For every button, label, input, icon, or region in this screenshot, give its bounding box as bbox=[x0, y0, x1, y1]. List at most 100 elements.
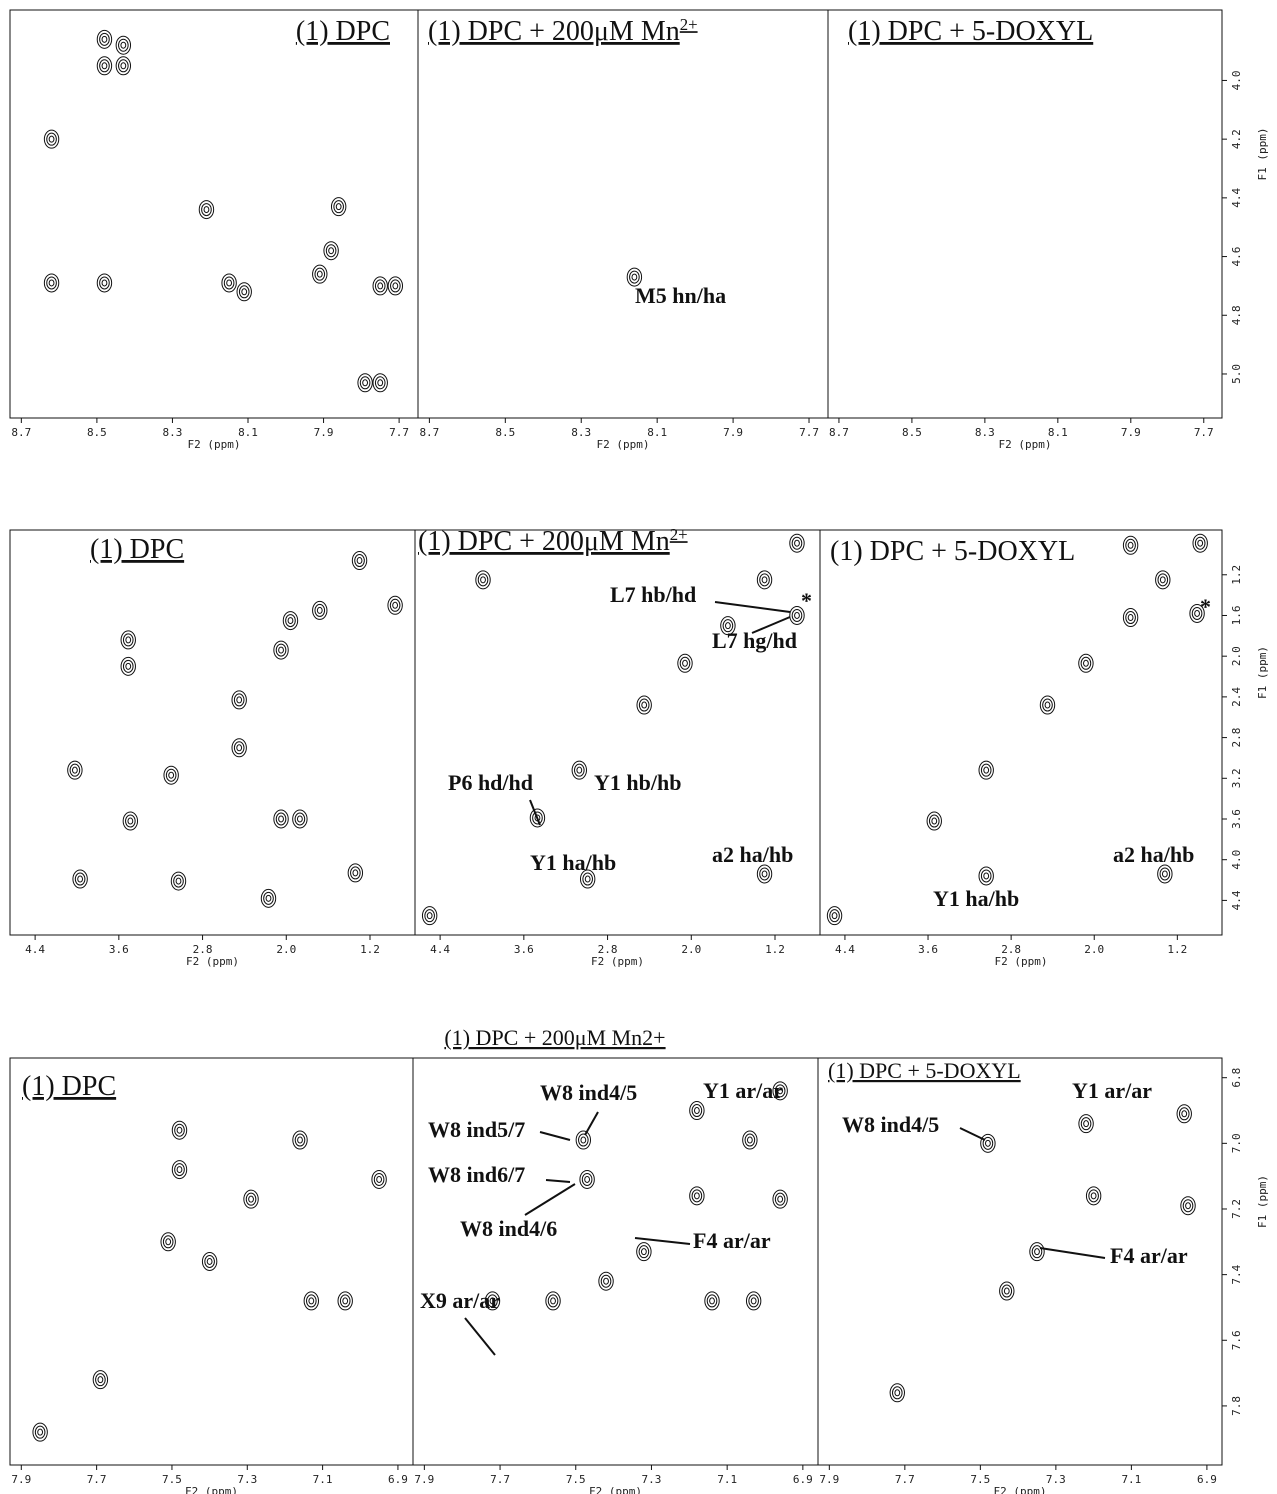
contour-ring bbox=[123, 660, 133, 672]
contour-ring bbox=[169, 772, 174, 778]
x-tick-label: 8.7 bbox=[11, 426, 31, 439]
contour-ring bbox=[1160, 577, 1165, 583]
y-tick-label: 7.2 bbox=[1230, 1199, 1243, 1219]
contour-ring bbox=[749, 1295, 759, 1307]
contour-ring bbox=[1183, 1200, 1193, 1212]
contour-ring bbox=[762, 577, 767, 583]
y-tick-label: 7.4 bbox=[1230, 1264, 1243, 1284]
contour-ring bbox=[75, 873, 85, 885]
peak bbox=[97, 30, 111, 48]
contour-ring bbox=[1186, 1203, 1191, 1209]
peak bbox=[244, 1190, 258, 1208]
peak bbox=[313, 265, 327, 283]
leader-line bbox=[960, 1128, 985, 1140]
x-tick-label: 7.5 bbox=[970, 1473, 990, 1486]
x-tick-label: 7.3 bbox=[642, 1473, 662, 1486]
contour-ring bbox=[47, 277, 57, 289]
contour-ring bbox=[307, 1295, 317, 1307]
contour-ring bbox=[1045, 702, 1050, 708]
contour-ring bbox=[375, 280, 385, 292]
contour-ring bbox=[1128, 542, 1133, 548]
x-tick-label: 8.7 bbox=[829, 426, 849, 439]
panel: 7.97.77.57.37.16.9F2 (ppm)(1) DPC + 200μ… bbox=[413, 1025, 818, 1494]
x-axis-label: F2 (ppm) bbox=[589, 1485, 642, 1494]
x-tick-label: 7.9 bbox=[314, 426, 334, 439]
annotation: * bbox=[1200, 594, 1211, 619]
peak bbox=[743, 1131, 757, 1149]
panel: 4.43.62.82.01.2F2 (ppm)(1) DPC bbox=[10, 530, 415, 968]
contour-ring bbox=[119, 60, 129, 72]
peak bbox=[1079, 654, 1093, 672]
contour-ring bbox=[1089, 1190, 1099, 1202]
peak bbox=[338, 1292, 352, 1310]
y-axis-label: F1 (ppm) bbox=[1256, 1175, 1269, 1228]
peak bbox=[388, 277, 402, 295]
peak bbox=[348, 864, 362, 882]
x-tick-label: 7.7 bbox=[490, 1473, 510, 1486]
contour-ring bbox=[177, 1127, 182, 1133]
contour-ring bbox=[100, 60, 110, 72]
contour-ring bbox=[286, 615, 296, 627]
panel-title: (1) DPC + 200μM Mn2+ bbox=[418, 525, 688, 557]
y-tick-label: 3.2 bbox=[1230, 768, 1243, 788]
x-tick-label: 6.9 bbox=[388, 1473, 408, 1486]
contour-ring bbox=[775, 1193, 785, 1205]
annotation: M5 hn/ha bbox=[635, 283, 726, 308]
peak bbox=[293, 1131, 307, 1149]
contour-ring bbox=[895, 1390, 900, 1396]
peak bbox=[705, 1292, 719, 1310]
contour-ring bbox=[575, 764, 585, 776]
contour-ring bbox=[1179, 1108, 1189, 1120]
contour-ring bbox=[632, 274, 637, 280]
x-tick-label: 7.9 bbox=[1121, 426, 1141, 439]
contour-ring bbox=[343, 1298, 348, 1304]
x-tick-label: 7.5 bbox=[162, 1473, 182, 1486]
contour-ring bbox=[1126, 539, 1136, 551]
contour-ring bbox=[778, 1196, 783, 1202]
annotation: W8 ind4/6 bbox=[460, 1216, 557, 1241]
peak bbox=[261, 889, 275, 907]
title-text: (1) DPC + 5-DOXYL bbox=[848, 16, 1093, 47]
contour-ring bbox=[579, 1134, 589, 1146]
contour-ring bbox=[795, 612, 800, 618]
contour-ring bbox=[276, 644, 286, 656]
contour-ring bbox=[929, 815, 939, 827]
title-superscript: 2+ bbox=[680, 15, 698, 34]
peak bbox=[202, 1253, 216, 1271]
contour-ring bbox=[639, 699, 649, 711]
contour-ring bbox=[336, 204, 341, 210]
x-axis-label: F2 (ppm) bbox=[994, 1485, 1047, 1494]
contour-ring bbox=[984, 767, 989, 773]
peak bbox=[274, 641, 288, 659]
y-tick-label: 5.0 bbox=[1230, 364, 1243, 384]
peak bbox=[637, 1243, 651, 1261]
contour-ring bbox=[279, 647, 284, 653]
annotation: Y1 ha/hb bbox=[933, 886, 1019, 911]
x-axis-label: F2 (ppm) bbox=[995, 955, 1048, 968]
x-tick-label: 8.1 bbox=[238, 426, 258, 439]
peak bbox=[1123, 536, 1137, 554]
annotation: W8 ind4/5 bbox=[540, 1080, 637, 1105]
contour-ring bbox=[309, 1298, 314, 1304]
peak bbox=[981, 1134, 995, 1152]
contour-ring bbox=[102, 280, 107, 286]
contour-ring bbox=[986, 1140, 991, 1146]
contour-ring bbox=[393, 283, 398, 289]
peak bbox=[773, 1190, 787, 1208]
contour-ring bbox=[126, 815, 136, 827]
x-tick-label: 7.7 bbox=[87, 1473, 107, 1486]
x-tick-label: 4.4 bbox=[430, 943, 450, 956]
leader-line bbox=[525, 1184, 575, 1215]
contour-ring bbox=[47, 133, 57, 145]
peak bbox=[164, 766, 178, 784]
peak bbox=[304, 1292, 318, 1310]
contour-ring bbox=[288, 618, 293, 624]
peak bbox=[678, 654, 692, 672]
title-text: (1) DPC bbox=[22, 1071, 116, 1102]
annotation: Y1 ha/hb bbox=[530, 850, 616, 875]
contour-ring bbox=[378, 283, 383, 289]
x-tick-label: 1.2 bbox=[765, 943, 785, 956]
contour-ring bbox=[119, 39, 129, 51]
x-tick-label: 8.1 bbox=[647, 426, 667, 439]
contour-ring bbox=[892, 1387, 902, 1399]
